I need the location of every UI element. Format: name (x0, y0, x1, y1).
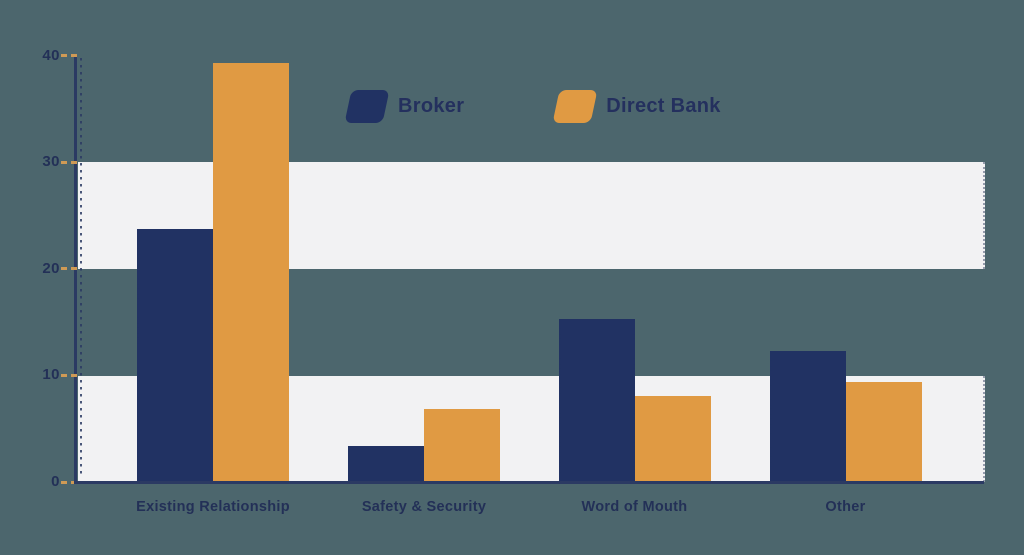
y-tick-label-20: 20 (42, 259, 60, 277)
direct-bank-legend-swatch (552, 90, 598, 123)
bar-broker-word-of-mouth (558, 318, 635, 482)
legend-item-broker: Broker (344, 90, 465, 123)
y-tick-label-30: 30 (42, 153, 60, 171)
legend-item-direct-bank: Direct Bank (552, 90, 721, 123)
legend-label-direct-bank: Direct Bank (606, 95, 721, 117)
x-axis-line (74, 481, 984, 484)
bar-direct-bank-other (845, 381, 922, 482)
legend: Broker Direct Bank (344, 90, 721, 123)
y-axis-minor-ticks (80, 58, 82, 478)
y-tick-dash-20 (61, 267, 77, 271)
bar-broker-safety-security (348, 445, 424, 482)
x-label-other: Other (825, 499, 866, 515)
bar-direct-bank-safety-security (424, 409, 500, 482)
broker-legend-swatch (344, 90, 390, 123)
legend-label-broker: Broker (398, 95, 465, 117)
x-label-existing-relationship: Existing Relationship (136, 499, 290, 515)
bar-direct-bank-word-of-mouth (634, 395, 711, 482)
y-tick-label-0: 0 (51, 473, 60, 490)
bar-broker-existing-relationship (137, 229, 213, 482)
y-tick-dash-10 (61, 373, 77, 377)
y-tick-dash-30 (61, 160, 77, 164)
y-tick-dash-0 (61, 480, 77, 484)
y-tick-label-40: 40 (42, 46, 60, 64)
y-tick-label-10: 10 (42, 366, 60, 384)
bar-broker-other (769, 350, 846, 482)
x-label-safety-security: Safety & Security (361, 499, 487, 515)
y-tick-dash-40 (61, 54, 77, 57)
bar-direct-bank-existing-relationship (213, 62, 289, 482)
x-label-word-of-mouth: Word of Mouth (581, 499, 688, 515)
